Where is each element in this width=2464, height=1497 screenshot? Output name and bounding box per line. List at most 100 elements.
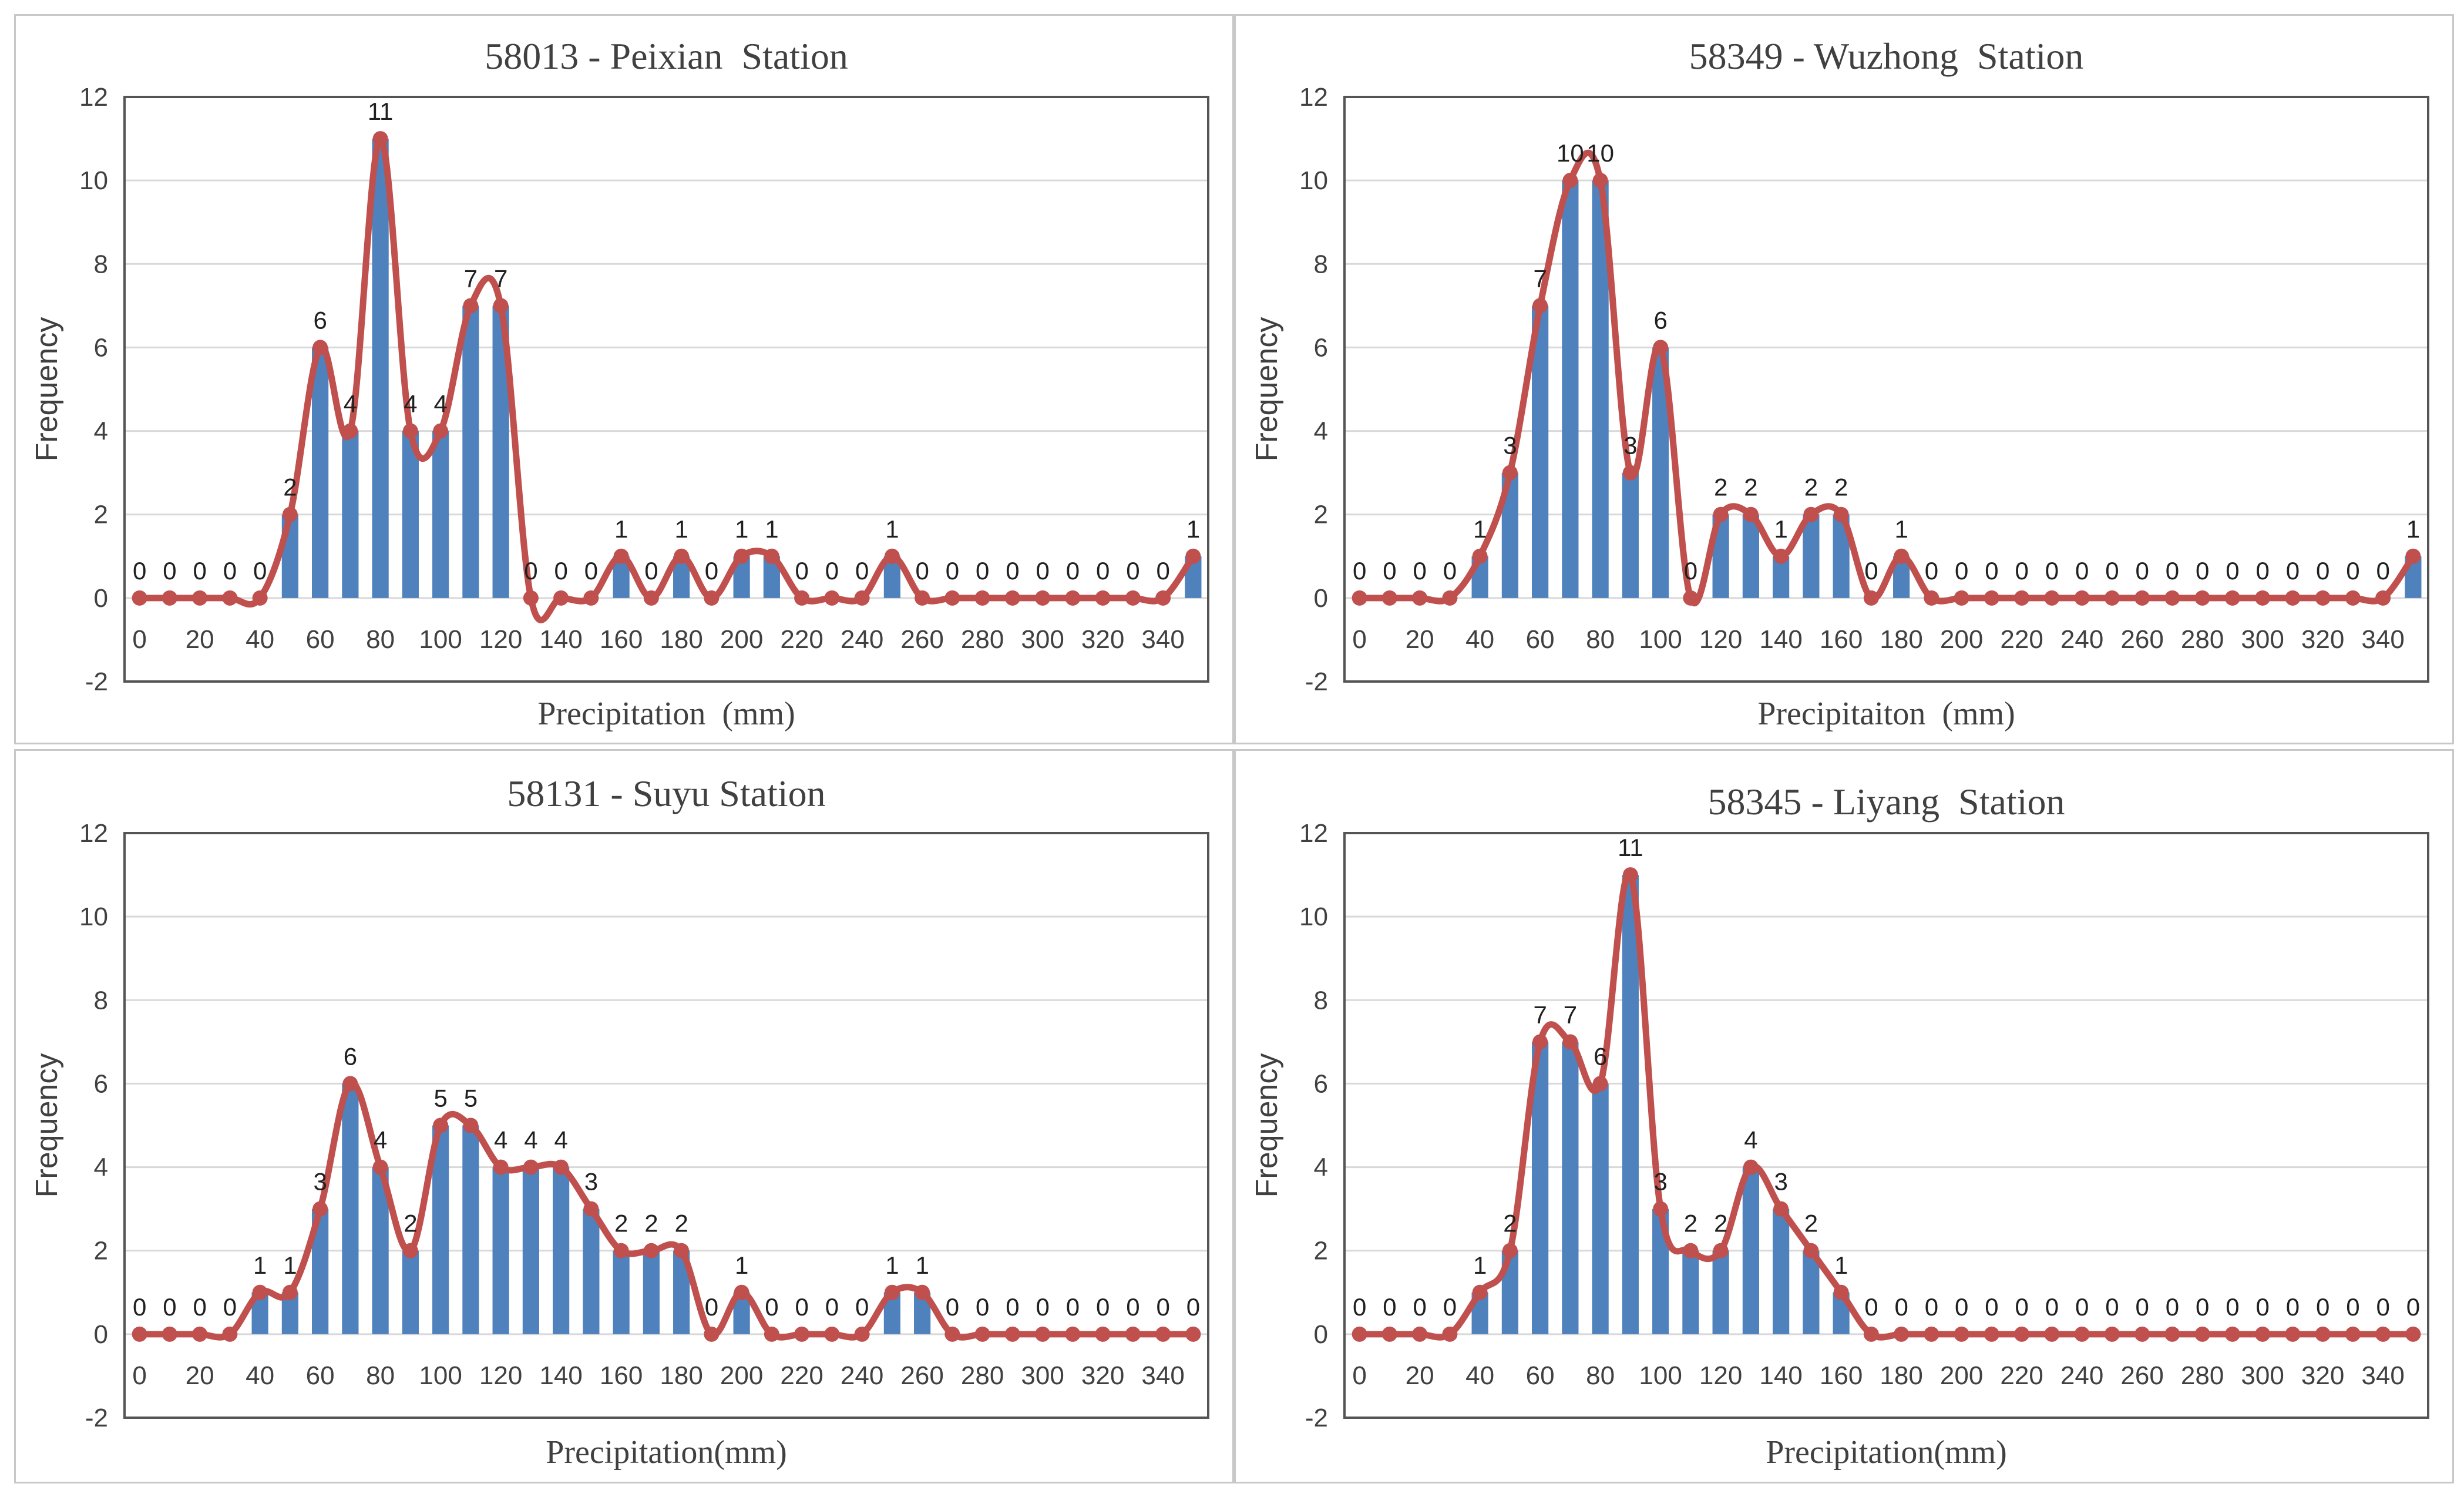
data-label: 1 bbox=[1834, 1251, 1848, 1279]
chart-title: 58131 - Suyu Station bbox=[507, 773, 825, 814]
x-axis-title: Precipitation (mm) bbox=[537, 696, 795, 732]
y-axis-title: Frequency bbox=[1250, 317, 1284, 462]
data-label: 7 bbox=[464, 264, 478, 292]
data-point bbox=[1653, 340, 1669, 355]
data-point bbox=[2285, 1326, 2301, 1342]
x-tick-label: 60 bbox=[1526, 1361, 1555, 1390]
bar bbox=[1532, 306, 1549, 598]
x-tick-label: 300 bbox=[2241, 1361, 2284, 1390]
data-point bbox=[2224, 590, 2240, 606]
data-point bbox=[2074, 590, 2090, 606]
x-tick-label: 80 bbox=[366, 625, 395, 654]
data-point bbox=[1743, 1159, 1759, 1175]
x-tick-label: 320 bbox=[1081, 625, 1124, 654]
y-tick-label: 0 bbox=[94, 1320, 108, 1349]
data-label: 0 bbox=[2286, 1293, 2300, 1321]
data-label: 0 bbox=[2075, 1293, 2089, 1321]
data-label: 0 bbox=[2105, 1293, 2119, 1321]
chart-panel-liyang: -2 0 2 4 6 8 10 12 0 20 40 60 80 100 120 140 160 180 200 22… bbox=[1234, 749, 2454, 1483]
data-label: 1 bbox=[735, 515, 748, 543]
bar bbox=[462, 306, 479, 598]
data-label: 0 bbox=[2406, 1293, 2420, 1321]
data-point bbox=[1095, 1326, 1111, 1342]
data-label: 0 bbox=[2376, 1293, 2389, 1321]
bar bbox=[553, 1167, 570, 1334]
x-tick-label: 240 bbox=[2060, 625, 2103, 654]
data-label: 0 bbox=[1894, 1293, 1908, 1321]
data-label: 0 bbox=[855, 557, 869, 585]
data-label: 0 bbox=[2015, 1293, 2028, 1321]
data-label: 0 bbox=[1186, 1293, 1200, 1321]
data-point bbox=[1803, 1243, 1819, 1258]
data-point bbox=[1125, 1326, 1141, 1342]
x-tick-label: 220 bbox=[780, 625, 823, 654]
data-point bbox=[252, 590, 268, 606]
data-label: 0 bbox=[2346, 557, 2359, 585]
x-axis-title: Precipitaiton (mm) bbox=[1757, 696, 2015, 732]
data-label: 0 bbox=[795, 1293, 808, 1321]
y-tick-label: 10 bbox=[79, 902, 108, 931]
data-point bbox=[402, 423, 418, 439]
data-label: 4 bbox=[374, 1126, 387, 1154]
data-point bbox=[794, 590, 810, 606]
data-point bbox=[222, 1326, 238, 1342]
data-label: 10 bbox=[1586, 139, 1614, 167]
data-point bbox=[1472, 1284, 1488, 1300]
data-label: 4 bbox=[433, 390, 447, 418]
y-tick-label: 8 bbox=[94, 250, 108, 278]
y-tick-label: 12 bbox=[1299, 819, 1328, 848]
data-point bbox=[1803, 506, 1819, 522]
chart-panel-suyu: -2 0 2 4 6 8 10 12 0 20 40 60 80 100 120 140 160 180 200 22… bbox=[14, 749, 1234, 1483]
x-tick-label: 100 bbox=[1639, 1361, 1682, 1390]
data-point bbox=[433, 423, 449, 439]
x-tick-label: 100 bbox=[419, 625, 462, 654]
data-point bbox=[1773, 1201, 1789, 1217]
data-point bbox=[433, 1117, 449, 1133]
x-tick-label: 180 bbox=[1880, 1361, 1922, 1390]
data-point bbox=[1004, 1326, 1020, 1342]
x-tick-label: 60 bbox=[306, 1361, 335, 1390]
x-tick-label: 40 bbox=[1465, 1361, 1494, 1390]
x-tick-label: 300 bbox=[2241, 625, 2284, 654]
data-label: 0 bbox=[705, 557, 718, 585]
data-point bbox=[252, 1284, 268, 1300]
data-label: 0 bbox=[2316, 1293, 2329, 1321]
data-label: 3 bbox=[1774, 1168, 1787, 1196]
data-label: 1 bbox=[1774, 515, 1787, 543]
data-label: 0 bbox=[524, 557, 537, 585]
x-axis-title: Precipitation(mm) bbox=[546, 1434, 787, 1471]
data-point bbox=[312, 1201, 328, 1217]
x-tick-label: 0 bbox=[132, 625, 146, 654]
data-point bbox=[2224, 1326, 2240, 1342]
data-point bbox=[523, 1159, 539, 1175]
x-tick-label: 340 bbox=[2361, 625, 2404, 654]
data-point bbox=[1381, 1326, 1397, 1342]
chart-panel-peixian: -2 0 2 4 6 8 10 12 0 20 40 60 80 100 120 140 160 180 200 22… bbox=[14, 14, 1234, 744]
data-label: 0 bbox=[1156, 1293, 1169, 1321]
data-point bbox=[372, 131, 388, 147]
y-tick-label: -2 bbox=[85, 1404, 108, 1432]
data-label: 2 bbox=[1804, 1210, 1818, 1237]
data-label: 0 bbox=[1955, 557, 1968, 585]
data-point bbox=[132, 590, 147, 606]
data-point bbox=[463, 1117, 479, 1133]
data-point bbox=[2044, 1326, 2060, 1342]
x-tick-label: 20 bbox=[186, 1361, 214, 1390]
data-point bbox=[2405, 548, 2421, 564]
x-tick-label: 120 bbox=[1699, 1361, 1742, 1390]
x-tick-label: 280 bbox=[2181, 625, 2224, 654]
x-tick-label: 60 bbox=[306, 625, 335, 654]
data-point bbox=[132, 1326, 147, 1342]
bar bbox=[1803, 514, 1820, 598]
data-label: 2 bbox=[1744, 474, 1757, 501]
y-tick-label: 4 bbox=[94, 417, 108, 446]
x-tick-label: 280 bbox=[961, 1361, 1004, 1390]
data-label: 2 bbox=[283, 474, 297, 501]
data-label: 0 bbox=[2045, 1293, 2059, 1321]
data-point bbox=[553, 1159, 569, 1175]
data-point bbox=[1984, 590, 1999, 606]
data-label: 0 bbox=[2255, 1293, 2269, 1321]
y-tick-label: 12 bbox=[79, 83, 108, 112]
x-tick-label: 160 bbox=[1820, 625, 1863, 654]
bar bbox=[432, 431, 449, 598]
